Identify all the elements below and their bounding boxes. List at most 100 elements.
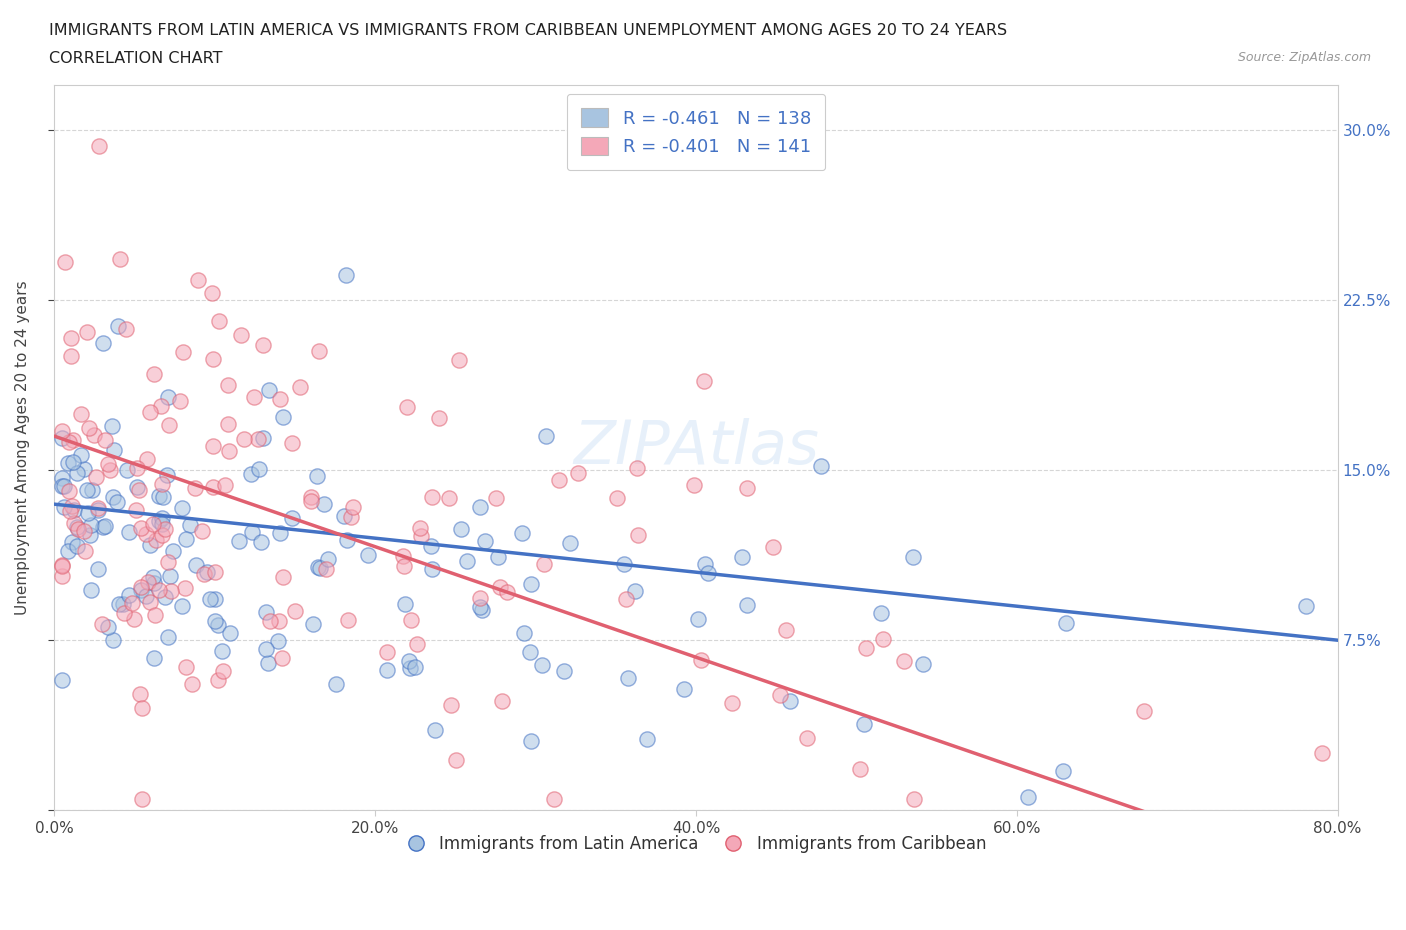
Point — [239, 467, 262, 482]
Point — [337, 613, 360, 628]
Point — [688, 611, 710, 626]
Point — [87, 502, 110, 517]
Point — [204, 591, 226, 606]
Point — [901, 550, 924, 565]
Point — [138, 594, 160, 609]
Point — [682, 478, 704, 493]
Point — [284, 604, 307, 618]
Point — [567, 466, 589, 481]
Point — [51, 559, 73, 574]
Point — [697, 565, 720, 580]
Point — [69, 406, 91, 421]
Point — [135, 526, 157, 541]
Point — [404, 660, 426, 675]
Point — [269, 525, 291, 540]
Point — [97, 457, 120, 472]
Point — [112, 597, 135, 612]
Point — [66, 538, 89, 553]
Point — [129, 686, 152, 701]
Point — [98, 462, 121, 477]
Point — [51, 672, 73, 687]
Point — [420, 562, 443, 577]
Point — [201, 286, 224, 300]
Point — [201, 479, 224, 494]
Point — [307, 469, 329, 484]
Point — [56, 543, 79, 558]
Point — [162, 544, 184, 559]
Legend: Immigrants from Latin America, Immigrants from Caribbean: Immigrants from Latin America, Immigrant… — [399, 829, 993, 860]
Point — [302, 617, 325, 631]
Point — [60, 498, 83, 513]
Point — [142, 569, 165, 584]
Point — [233, 432, 256, 446]
Point — [624, 583, 647, 598]
Point — [396, 400, 419, 415]
Point — [217, 378, 239, 392]
Point — [375, 663, 398, 678]
Point — [636, 732, 658, 747]
Point — [420, 489, 443, 504]
Point — [810, 458, 832, 473]
Point — [398, 654, 420, 669]
Point — [391, 549, 413, 564]
Point — [136, 575, 159, 590]
Point — [409, 521, 432, 536]
Point — [257, 382, 280, 397]
Point — [218, 444, 240, 458]
Point — [103, 489, 125, 504]
Point — [267, 633, 290, 648]
Point — [214, 478, 236, 493]
Point — [612, 556, 634, 571]
Point — [90, 617, 112, 631]
Point — [86, 562, 108, 577]
Point — [51, 424, 73, 439]
Point — [531, 658, 554, 672]
Point — [308, 561, 330, 576]
Point — [155, 522, 177, 537]
Point — [103, 443, 125, 458]
Point — [456, 553, 478, 568]
Point — [63, 516, 86, 531]
Point — [254, 641, 277, 656]
Point — [156, 390, 179, 405]
Point — [496, 584, 519, 599]
Point — [1295, 599, 1317, 614]
Point — [342, 499, 364, 514]
Point — [606, 491, 628, 506]
Point — [86, 500, 108, 515]
Point — [252, 338, 274, 352]
Point — [156, 468, 179, 483]
Point — [450, 522, 472, 537]
Point — [125, 502, 148, 517]
Point — [560, 536, 582, 551]
Point — [489, 579, 512, 594]
Point — [150, 527, 173, 542]
Point — [394, 596, 416, 611]
Point — [204, 613, 226, 628]
Point — [420, 538, 443, 553]
Point — [138, 405, 160, 419]
Point — [91, 336, 114, 351]
Point — [543, 791, 565, 806]
Point — [299, 494, 322, 509]
Point — [335, 267, 357, 282]
Point — [775, 622, 797, 637]
Point — [143, 651, 166, 666]
Point — [200, 591, 222, 606]
Point — [118, 588, 141, 603]
Point — [333, 509, 356, 524]
Point — [51, 569, 73, 584]
Point — [115, 322, 138, 337]
Point — [779, 693, 801, 708]
Point — [693, 557, 716, 572]
Point — [143, 366, 166, 381]
Point — [520, 733, 543, 748]
Point — [614, 591, 637, 606]
Point — [796, 730, 818, 745]
Point — [101, 633, 124, 648]
Point — [152, 477, 174, 492]
Point — [83, 428, 105, 443]
Point — [77, 505, 100, 520]
Point — [912, 657, 935, 671]
Point — [314, 497, 336, 512]
